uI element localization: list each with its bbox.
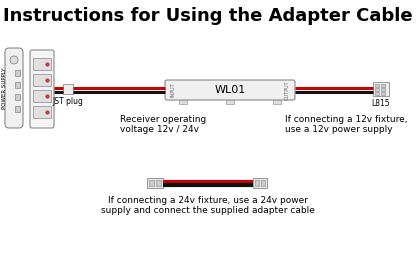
Bar: [156, 180, 161, 186]
Bar: [33, 58, 51, 70]
Bar: [381, 92, 385, 95]
Bar: [375, 92, 379, 95]
Bar: [273, 100, 281, 104]
FancyBboxPatch shape: [165, 80, 295, 100]
Bar: [63, 84, 73, 94]
Bar: [33, 106, 51, 118]
Bar: [381, 84, 385, 87]
Bar: [255, 180, 259, 186]
Bar: [375, 84, 379, 87]
Circle shape: [10, 56, 18, 64]
Bar: [226, 100, 234, 104]
Bar: [375, 88, 379, 91]
FancyBboxPatch shape: [30, 50, 54, 128]
Bar: [15, 106, 20, 112]
Bar: [261, 180, 265, 186]
Bar: [33, 74, 51, 86]
Text: JST plug: JST plug: [52, 97, 84, 106]
Bar: [253, 178, 267, 188]
Bar: [15, 94, 20, 100]
Text: INPUT: INPUT: [171, 83, 176, 97]
Text: L815: L815: [371, 99, 390, 108]
Text: Instructions for Using the Adapter Cable: Instructions for Using the Adapter Cable: [3, 7, 413, 25]
Bar: [33, 90, 51, 102]
Bar: [149, 180, 154, 186]
Bar: [179, 100, 187, 104]
Bar: [15, 70, 20, 76]
Text: NETZTEIL
POWER SUPPLY: NETZTEIL POWER SUPPLY: [0, 67, 7, 109]
Bar: [15, 82, 20, 88]
Text: If connecting a 24v fixture, use a 24v power
supply and connect the supplied ada: If connecting a 24v fixture, use a 24v p…: [101, 196, 315, 215]
Text: If connecting a 12v fixture,
use a 12v power supply: If connecting a 12v fixture, use a 12v p…: [285, 115, 408, 134]
FancyBboxPatch shape: [5, 48, 23, 128]
Bar: [381, 88, 385, 91]
Bar: [373, 82, 389, 96]
Bar: [147, 178, 163, 188]
Text: WL01: WL01: [214, 85, 245, 95]
Text: Receiver operating
voltage 12v / 24v: Receiver operating voltage 12v / 24v: [120, 115, 206, 134]
Text: OUTPUT: OUTPUT: [285, 80, 290, 100]
